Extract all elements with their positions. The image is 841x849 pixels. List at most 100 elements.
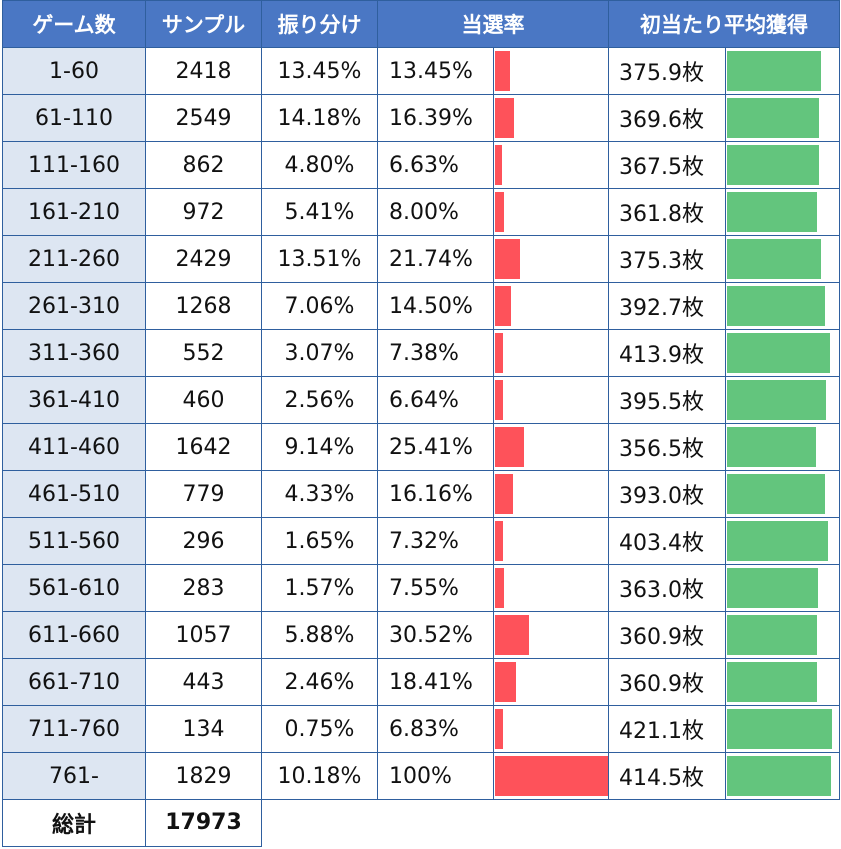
win-rate-cell: 13.45%: [377, 47, 494, 95]
win-rate-bar-cell: [493, 94, 609, 142]
avg-payout-bar-cell: [725, 752, 840, 800]
table-row: 661-710 443 2.46% 18.41% 360.9枚: [2, 658, 840, 706]
total-value: 17973: [145, 799, 262, 847]
win-rate-cell: 6.83%: [377, 705, 494, 753]
distribution-cell: 3.07%: [261, 329, 378, 377]
total-row: 総計 17973: [2, 799, 840, 847]
avg-payout-bar: [727, 98, 819, 138]
samples-cell: 779: [145, 470, 262, 518]
avg-payout-cell: 392.7枚: [608, 282, 726, 330]
avg-payout-bar: [727, 51, 821, 91]
samples-cell: 972: [145, 188, 262, 236]
distribution-cell: 5.88%: [261, 611, 378, 659]
games-range-cell: 511-560: [2, 517, 146, 565]
win-rate-cell: 6.64%: [377, 376, 494, 424]
distribution-cell: 4.80%: [261, 141, 378, 189]
win-rate-bar-cell: [493, 752, 609, 800]
table-row: 261-310 1268 7.06% 14.50% 392.7枚: [2, 282, 840, 330]
avg-payout-cell: 414.5枚: [608, 752, 726, 800]
games-range-cell: 361-410: [2, 376, 146, 424]
win-rate-bar: [495, 51, 510, 91]
table-row: 311-360 552 3.07% 7.38% 413.9枚: [2, 329, 840, 377]
samples-cell: 296: [145, 517, 262, 565]
win-rate-cell: 21.74%: [377, 235, 494, 283]
avg-payout-bar: [727, 568, 818, 608]
samples-cell: 1829: [145, 752, 262, 800]
samples-cell: 1642: [145, 423, 262, 471]
avg-payout-cell: 360.9枚: [608, 658, 726, 706]
win-rate-cell: 18.41%: [377, 658, 494, 706]
avg-payout-bar: [727, 145, 819, 185]
avg-payout-bar: [727, 615, 817, 655]
table-row: 611-660 1057 5.88% 30.52% 360.9枚: [2, 611, 840, 659]
table-row: 1-60 2418 13.45% 13.45% 375.9枚: [2, 47, 840, 95]
samples-cell: 1268: [145, 282, 262, 330]
avg-payout-cell: 375.9枚: [608, 47, 726, 95]
win-rate-bar-cell: [493, 188, 609, 236]
header-row: ゲーム数 サンプル 振り分け 当選率 初当たり平均獲得: [2, 0, 840, 48]
avg-payout-cell: 367.5枚: [608, 141, 726, 189]
win-rate-bar: [495, 615, 529, 655]
win-rate-bar-cell: [493, 235, 609, 283]
win-rate-cell: 8.00%: [377, 188, 494, 236]
avg-payout-bar-cell: [725, 470, 840, 518]
samples-cell: 283: [145, 564, 262, 612]
win-rate-cell: 7.55%: [377, 564, 494, 612]
games-range-cell: 711-760: [2, 705, 146, 753]
avg-payout-bar-cell: [725, 705, 840, 753]
avg-payout-bar: [727, 474, 825, 514]
win-rate-bar-cell: [493, 141, 609, 189]
avg-payout-bar-cell: [725, 423, 840, 471]
distribution-cell: 0.75%: [261, 705, 378, 753]
distribution-cell: 10.18%: [261, 752, 378, 800]
samples-cell: 2418: [145, 47, 262, 95]
win-rate-bar-cell: [493, 423, 609, 471]
win-rate-bar: [495, 568, 504, 608]
distribution-cell: 2.46%: [261, 658, 378, 706]
win-rate-bar: [495, 333, 503, 373]
avg-payout-cell: 393.0枚: [608, 470, 726, 518]
win-rate-bar-cell: [493, 282, 609, 330]
win-rate-bar: [495, 239, 520, 279]
games-range-cell: 661-710: [2, 658, 146, 706]
avg-payout-bar-cell: [725, 94, 840, 142]
win-rate-bar: [495, 145, 502, 185]
header-samples: サンプル: [145, 0, 262, 48]
header-win-rate: 当選率: [377, 0, 609, 48]
win-rate-cell: 16.16%: [377, 470, 494, 518]
win-rate-cell: 6.63%: [377, 141, 494, 189]
win-rate-bar-cell: [493, 376, 609, 424]
avg-payout-bar-cell: [725, 564, 840, 612]
avg-payout-cell: 369.6枚: [608, 94, 726, 142]
win-rate-cell: 25.41%: [377, 423, 494, 471]
total-label: 総計: [2, 799, 146, 847]
win-rate-bar: [495, 427, 524, 467]
header-games: ゲーム数: [2, 0, 146, 48]
win-rate-cell: 16.39%: [377, 94, 494, 142]
win-rate-cell: 7.38%: [377, 329, 494, 377]
win-rate-bar-cell: [493, 658, 609, 706]
avg-payout-bar-cell: [725, 658, 840, 706]
games-range-cell: 461-510: [2, 470, 146, 518]
avg-payout-bar-cell: [725, 611, 840, 659]
win-rate-bar: [495, 756, 608, 796]
games-range-cell: 411-460: [2, 423, 146, 471]
games-range-cell: 261-310: [2, 282, 146, 330]
win-rate-bar: [495, 380, 503, 420]
games-range-cell: 61-110: [2, 94, 146, 142]
win-rate-bar: [495, 286, 511, 326]
avg-payout-cell: 375.3枚: [608, 235, 726, 283]
distribution-cell: 13.51%: [261, 235, 378, 283]
distribution-cell: 4.33%: [261, 470, 378, 518]
avg-payout-bar: [727, 239, 821, 279]
avg-payout-bar-cell: [725, 188, 840, 236]
distribution-cell: 2.56%: [261, 376, 378, 424]
avg-payout-bar: [727, 192, 817, 232]
samples-cell: 552: [145, 329, 262, 377]
win-rate-bar-cell: [493, 611, 609, 659]
distribution-cell: 7.06%: [261, 282, 378, 330]
table-row: 61-110 2549 14.18% 16.39% 369.6枚: [2, 94, 840, 142]
win-rate-bar: [495, 709, 503, 749]
table-row: 161-210 972 5.41% 8.00% 361.8枚: [2, 188, 840, 236]
